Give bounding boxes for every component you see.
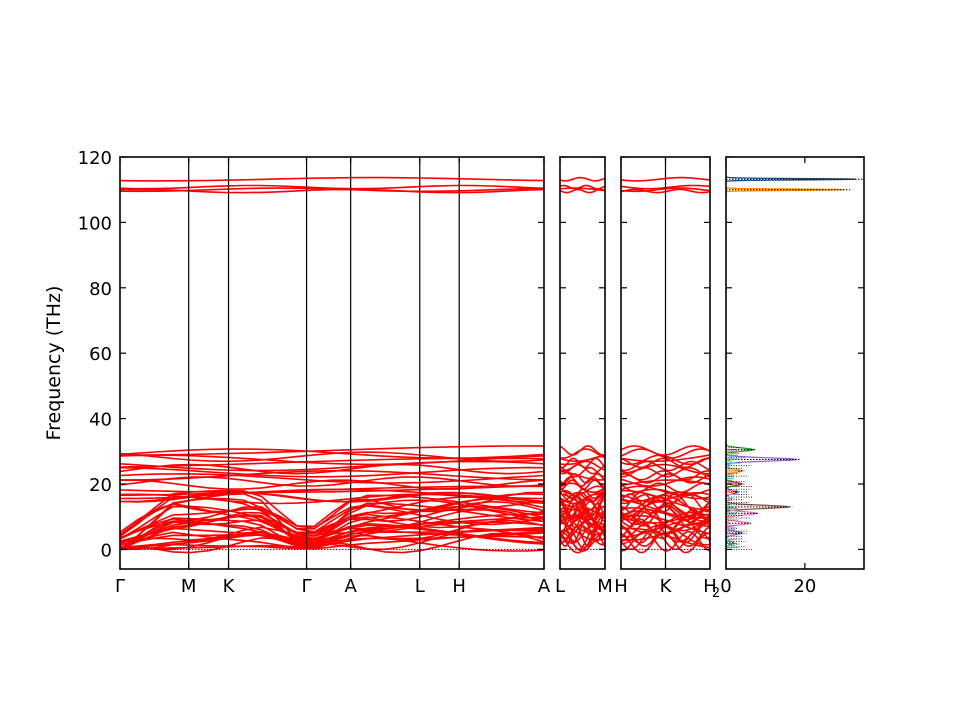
band-line	[119, 499, 545, 537]
band-line	[559, 184, 606, 190]
band-line	[559, 453, 606, 463]
y-axis-label: Frequency (THz)	[43, 286, 65, 441]
band-line	[120, 445, 544, 456]
band-line	[119, 516, 545, 546]
band-line	[119, 492, 545, 551]
band-group-p1	[119, 176, 545, 554]
band-line	[559, 489, 606, 512]
band-line	[559, 493, 606, 505]
x-tick-label: A	[344, 576, 357, 597]
band-line	[119, 527, 545, 546]
band-line	[119, 463, 545, 475]
x-tick-label: M	[597, 576, 613, 597]
y-tick-label: 0	[101, 540, 112, 561]
band-line	[119, 510, 545, 551]
y-tick-label: 100	[78, 213, 112, 234]
x-tick-label: H	[703, 576, 717, 597]
x-tick-label: A	[538, 576, 551, 597]
band-line	[119, 188, 545, 194]
x-tick-label: H	[614, 576, 628, 597]
x-tick-label: M	[181, 576, 197, 597]
band-line	[120, 479, 545, 490]
axes-frame-dos	[725, 156, 865, 570]
band-line	[559, 491, 606, 503]
band-line	[119, 504, 545, 539]
x-tick-superscript: 2	[712, 586, 720, 601]
x-tick-label: L	[555, 576, 565, 597]
x-tick-label: Γ	[302, 576, 312, 597]
x-tick-label: H	[452, 576, 466, 597]
band-line	[119, 476, 545, 487]
x-tick-label: 20	[793, 576, 816, 597]
x-tick-label: K	[660, 576, 673, 597]
band-line	[119, 176, 545, 182]
band-line	[119, 485, 545, 497]
band-line	[119, 491, 545, 533]
band-line	[559, 473, 606, 484]
band-line	[119, 502, 545, 551]
band-line	[559, 493, 606, 515]
band-line	[559, 485, 606, 497]
band-line	[559, 457, 606, 469]
band-line	[119, 448, 545, 459]
y-tick-label: 20	[89, 475, 112, 496]
x-tick-label: 0	[720, 576, 731, 597]
y-tick-label: 120	[78, 148, 112, 169]
y-tick-label: 80	[89, 279, 112, 300]
band-line	[119, 466, 545, 478]
x-tick-label: L	[415, 576, 425, 597]
x-tick-label: K	[223, 576, 236, 597]
y-tick-label: 40	[89, 410, 112, 431]
dos-partial-curve	[725, 175, 857, 183]
band-line	[559, 188, 606, 194]
dos-partial-curve	[725, 186, 845, 194]
x-tick-label: Γ	[115, 576, 125, 597]
band-line	[119, 460, 545, 472]
band-line	[559, 445, 606, 456]
band-group-p2	[559, 176, 606, 554]
band-line	[119, 494, 545, 540]
band-line	[119, 473, 545, 484]
band-line	[559, 176, 606, 182]
axes-frame-p1	[119, 156, 545, 570]
band-line	[559, 504, 606, 526]
y-tick-label: 60	[89, 344, 112, 365]
dos-curves	[725, 175, 863, 552]
band-line	[119, 491, 545, 503]
axes-frame-p2	[559, 156, 606, 570]
band-line	[119, 489, 545, 536]
